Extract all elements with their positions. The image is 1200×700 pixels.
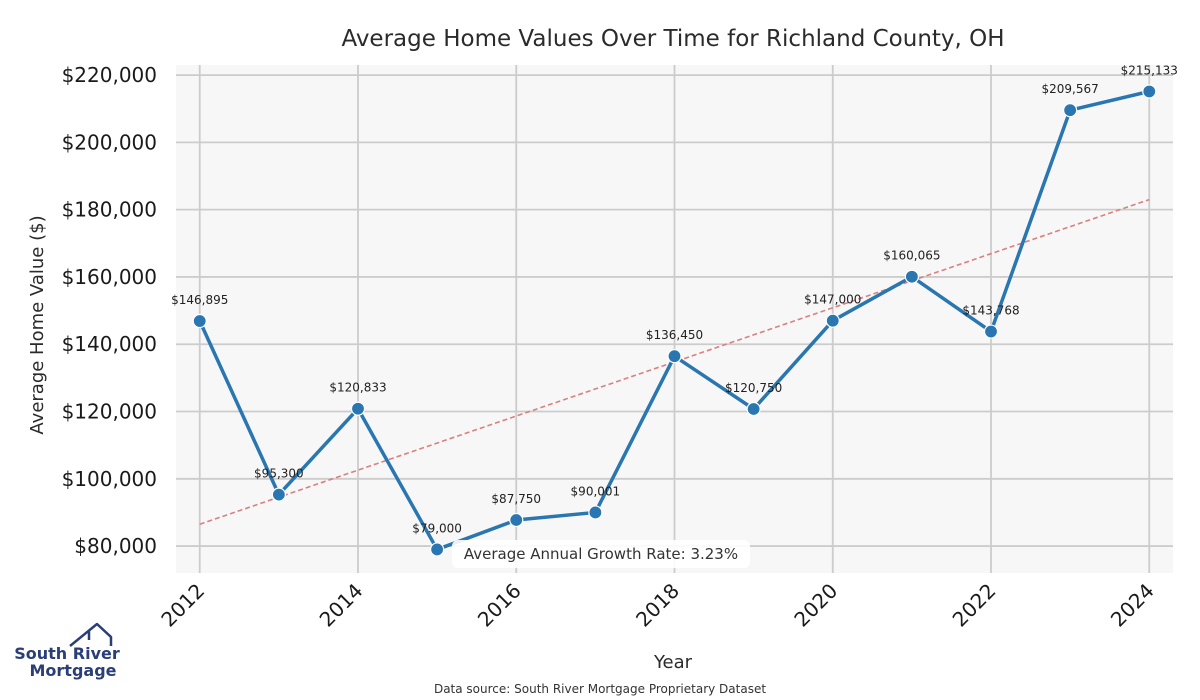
data-label: $95,300 xyxy=(254,467,304,481)
trend-line xyxy=(199,198,1150,525)
y-tick-label: $220,000 xyxy=(62,63,157,87)
data-point xyxy=(271,487,286,502)
house-roof-icon xyxy=(69,622,113,647)
y-tick-label: $140,000 xyxy=(62,332,157,356)
y-tick-label: $160,000 xyxy=(62,265,157,289)
y-axis-ticks: $80,000 $100,000 $120,000 $140,000 $160,000 $… xyxy=(62,63,157,558)
data-point xyxy=(667,349,682,364)
growth-rate-annotation: Average Annual Growth Rate: 3.23% xyxy=(452,540,750,568)
grid-lines xyxy=(176,65,1173,573)
x-tick-label: 2012 xyxy=(156,579,209,632)
data-label: $146,895 xyxy=(171,293,228,307)
data-labels: $146,895 $95,300 $120,833 $79,000 $87,750 $90… xyxy=(171,63,1178,535)
x-tick-label: 2022 xyxy=(948,579,1001,632)
data-label: $209,567 xyxy=(1042,82,1099,96)
y-tick-label: $200,000 xyxy=(62,130,157,154)
data-label: $79,000 xyxy=(412,521,462,535)
x-tick-label: 2020 xyxy=(789,579,842,632)
data-point xyxy=(825,313,840,328)
x-tick-label: 2016 xyxy=(473,579,526,632)
x-tick-label: 2014 xyxy=(315,579,368,632)
x-axis-label: Year xyxy=(653,652,693,673)
y-tick-label: $80,000 xyxy=(74,534,157,558)
company-logo: South River Mortgage xyxy=(14,622,120,680)
data-point xyxy=(192,313,207,329)
logo-line-2: Mortgage xyxy=(29,661,116,680)
data-point xyxy=(509,512,524,528)
data-points xyxy=(192,84,1157,557)
data-point xyxy=(1063,103,1078,118)
data-point xyxy=(904,269,919,284)
data-label: $90,001 xyxy=(571,484,621,498)
data-point xyxy=(983,324,999,339)
data-label: $120,833 xyxy=(329,381,386,395)
chart-title: Average Home Values Over Time for Richla… xyxy=(341,26,1004,52)
y-tick-label: $120,000 xyxy=(62,400,157,424)
data-label: $136,450 xyxy=(646,328,703,342)
x-tick-label: 2024 xyxy=(1106,579,1159,632)
annotation-text: Average Annual Growth Rate: 3.23% xyxy=(464,545,738,563)
data-label: $143,768 xyxy=(962,304,1019,318)
y-axis-label: Average Home Value ($) xyxy=(27,215,48,434)
data-label: $160,065 xyxy=(883,249,940,263)
data-point xyxy=(430,542,445,557)
data-point xyxy=(1142,84,1157,99)
data-point xyxy=(746,401,761,417)
source-note: Data source: South River Mortgage Propri… xyxy=(434,682,766,696)
x-tick-label: 2018 xyxy=(631,579,684,632)
data-label: $215,133 xyxy=(1121,63,1178,77)
data-point xyxy=(588,505,603,520)
data-point xyxy=(350,401,366,416)
y-tick-label: $100,000 xyxy=(62,467,157,491)
data-label: $120,750 xyxy=(725,381,782,395)
x-axis-ticks: 2012 2014 2016 2018 2020 2022 2024 xyxy=(156,579,1158,632)
logo-line-1: South River xyxy=(14,644,120,663)
data-label: $147,000 xyxy=(804,293,861,307)
annotation-box xyxy=(452,540,750,568)
data-label: $87,750 xyxy=(491,492,541,506)
y-tick-label: $180,000 xyxy=(62,198,157,222)
